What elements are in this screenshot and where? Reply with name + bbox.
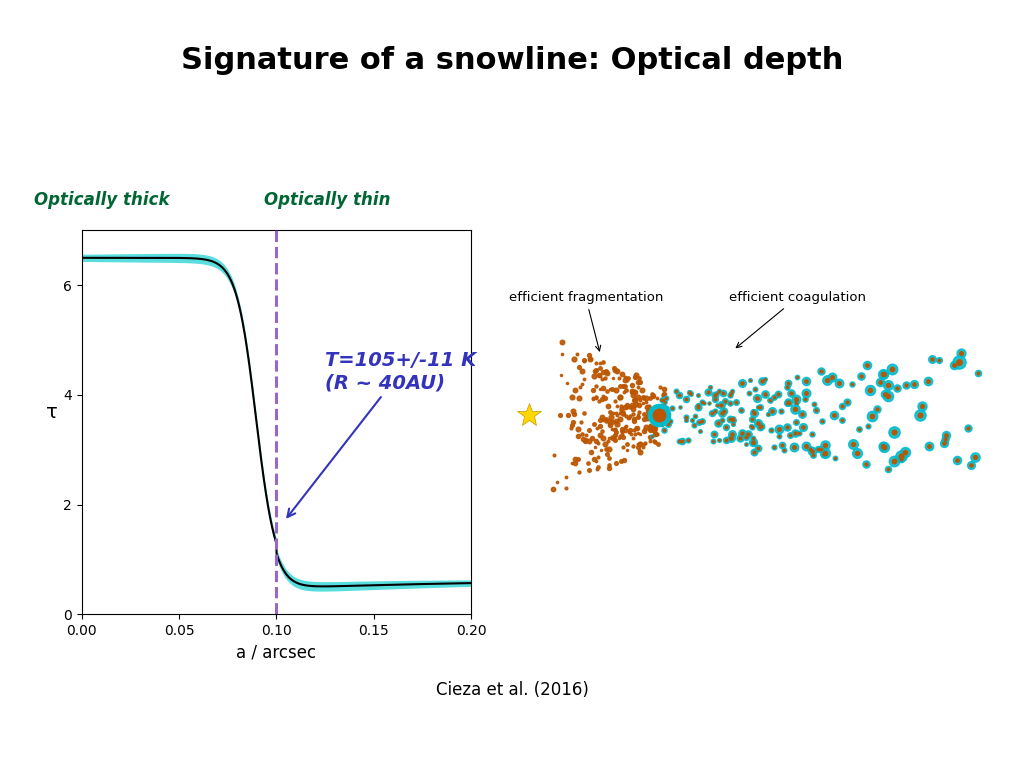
Y-axis label: τ: τ: [46, 403, 58, 422]
Text: Optically thin: Optically thin: [264, 191, 390, 210]
X-axis label: a / arcsec: a / arcsec: [237, 644, 316, 662]
Text: Signature of a snowline: Optical depth: Signature of a snowline: Optical depth: [181, 46, 843, 75]
Text: T=105+/-11 K
(R ~ 40AU): T=105+/-11 K (R ~ 40AU): [288, 351, 476, 517]
Text: Cieza et al. (2016): Cieza et al. (2016): [435, 681, 589, 699]
Text: efficient fragmentation: efficient fragmentation: [509, 291, 663, 351]
Text: efficient coagulation: efficient coagulation: [729, 291, 865, 348]
Text: Optically thick: Optically thick: [34, 191, 169, 210]
